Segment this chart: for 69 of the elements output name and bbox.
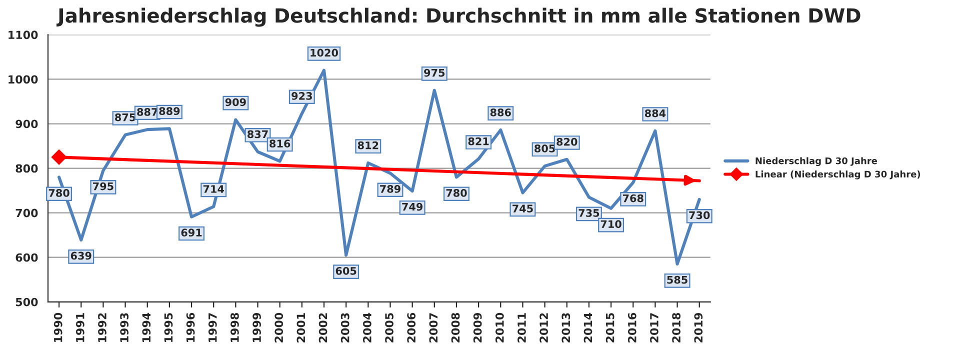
data-label: 820 bbox=[556, 138, 578, 146]
y-tick-label: 1100 bbox=[8, 30, 38, 40]
data-label: 714 bbox=[203, 185, 224, 193]
data-label: 789 bbox=[380, 185, 400, 193]
data-label: 780 bbox=[446, 189, 467, 197]
x-tick-label: 1998 bbox=[230, 312, 239, 342]
data-label: 605 bbox=[336, 266, 356, 275]
data-label: 923 bbox=[292, 92, 312, 100]
x-tick-label: 1993 bbox=[120, 313, 129, 342]
x-tick-label: 2010 bbox=[495, 312, 504, 342]
data-label: 821 bbox=[468, 137, 489, 146]
legend-label: Linear (Niederschlag D 30 Jahre) bbox=[756, 170, 920, 180]
x-tick-label: 2013 bbox=[562, 313, 570, 342]
data-label: 780 bbox=[48, 189, 70, 197]
data-label: 886 bbox=[490, 108, 511, 116]
data-label: 749 bbox=[402, 202, 423, 211]
y-tick-label: 1000 bbox=[8, 75, 38, 84]
x-tick-label: 2001 bbox=[296, 313, 306, 342]
x-tick-label: 2019 bbox=[694, 313, 703, 342]
x-tick-label: 2005 bbox=[385, 313, 394, 342]
x-tick-label: 1992 bbox=[98, 313, 106, 342]
x-tick-label: 2011 bbox=[518, 313, 526, 342]
y-tick-label: 900 bbox=[16, 120, 38, 128]
x-tick-label: 1996 bbox=[186, 312, 195, 342]
data-label: 909 bbox=[225, 98, 246, 106]
x-tick-label: 2004 bbox=[362, 312, 372, 342]
data-label: 812 bbox=[358, 141, 378, 150]
y-tick-label: 500 bbox=[16, 298, 38, 306]
x-tick-label: 1991 bbox=[76, 313, 84, 342]
x-tick-label: 2009 bbox=[473, 313, 482, 342]
x-tick-label: 2018 bbox=[672, 312, 681, 342]
data-label: 768 bbox=[622, 194, 644, 202]
x-tick-label: 2003 bbox=[340, 313, 350, 342]
data-label: 639 bbox=[70, 252, 92, 260]
chart-title: Jahresniederschlag Deutschland: Durchschnitt in mm alle Stationen DWD bbox=[56, 8, 860, 27]
data-label: 887 bbox=[137, 108, 158, 116]
x-tick-label: 2006 bbox=[407, 312, 416, 342]
data-label: 837 bbox=[248, 130, 268, 138]
x-tick-label: 1990 bbox=[54, 312, 62, 342]
x-tick-label: 1994 bbox=[142, 312, 151, 342]
x-tick-label: 2007 bbox=[429, 313, 438, 342]
data-label: 691 bbox=[181, 228, 202, 237]
data-label: 816 bbox=[270, 140, 290, 148]
data-label: 805 bbox=[534, 144, 555, 152]
x-tick-label: 1997 bbox=[208, 313, 217, 342]
data-label: 585 bbox=[667, 276, 688, 284]
data-label: 710 bbox=[600, 220, 622, 228]
x-tick-label: 2012 bbox=[540, 313, 548, 342]
x-tick-label: 2015 bbox=[606, 313, 614, 342]
x-tick-label: 2000 bbox=[274, 312, 284, 342]
x-tick-label: 2017 bbox=[650, 313, 658, 342]
x-tick-label: 2016 bbox=[628, 312, 636, 342]
y-tick-label: 800 bbox=[16, 164, 38, 173]
y-tick-label: 600 bbox=[16, 253, 38, 262]
data-label: 795 bbox=[93, 182, 114, 190]
x-tick-label: 2014 bbox=[584, 312, 592, 342]
data-label: 975 bbox=[424, 68, 445, 77]
data-label: 745 bbox=[512, 204, 533, 212]
y-tick-label: 700 bbox=[16, 208, 38, 218]
x-tick-label: 1995 bbox=[164, 313, 173, 342]
legend-label: Niederschlag D 30 Jahre bbox=[756, 157, 878, 166]
x-tick-label: 2002 bbox=[318, 313, 328, 342]
data-label: 735 bbox=[578, 209, 600, 217]
data-label: 889 bbox=[159, 107, 180, 116]
x-tick-label: 1999 bbox=[252, 313, 261, 342]
x-tick-label: 2008 bbox=[451, 312, 460, 342]
data-label: 884 bbox=[644, 109, 666, 118]
data-label: 1020 bbox=[310, 48, 338, 57]
data-label: 730 bbox=[689, 211, 710, 220]
